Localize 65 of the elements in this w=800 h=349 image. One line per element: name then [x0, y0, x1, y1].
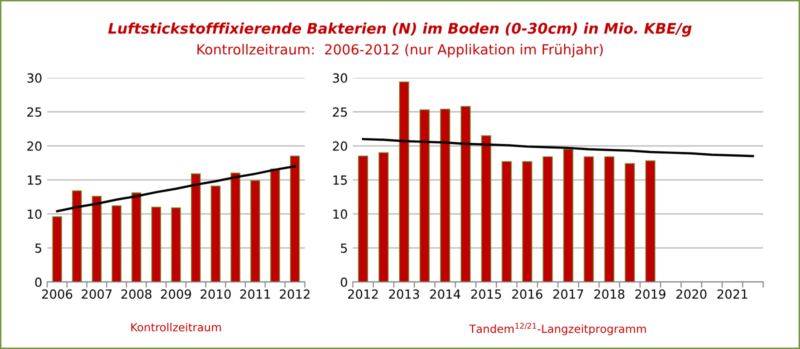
x-tick-label: 2006	[42, 289, 72, 299]
bar	[72, 190, 82, 282]
bar	[563, 148, 574, 282]
x-tick-label: 2012	[280, 289, 310, 299]
x-axis-title: Tandem$^{12/21}$-Langzeitprogramm	[469, 322, 646, 336]
bar	[460, 106, 471, 282]
y-tick-label: 30	[332, 73, 348, 83]
bar	[481, 135, 492, 282]
y-tick-label: 20	[27, 141, 42, 151]
x-tick-label: 2007	[82, 289, 112, 299]
x-axis-title: Kontrollzeitraum	[131, 322, 221, 332]
x-tick-label: 2013	[389, 289, 420, 299]
text: Kontrollzeitraum: 2006-2012 (nur Applikation im Frühjahr)	[197, 44, 603, 58]
x-tick-label: 2012	[348, 289, 378, 299]
bar	[270, 168, 280, 282]
bar	[190, 173, 201, 282]
y-tick-label: 15	[28, 176, 42, 185]
bar	[440, 108, 450, 282]
bar	[522, 161, 532, 282]
bar	[378, 152, 389, 282]
x-tick-label: 2021	[717, 289, 748, 299]
bar	[52, 216, 62, 282]
text: Luftstickstofffixierende Bakterien (N) im Boden (0-30cm) in Mio. KBE/g	[108, 22, 692, 37]
bar	[92, 196, 102, 282]
bar	[210, 186, 221, 282]
y-tick-label: 15	[333, 176, 347, 185]
y-tick-label: 30	[27, 73, 42, 83]
bar	[131, 192, 142, 282]
bar	[645, 160, 656, 282]
x-tick-label: 2020	[676, 289, 706, 299]
x-tick-label: 2009	[161, 289, 192, 299]
bar	[112, 205, 122, 282]
y-tick-label: 25	[332, 107, 347, 117]
bar	[584, 156, 594, 282]
bar	[151, 206, 162, 282]
bar	[250, 180, 260, 282]
y-tick-label: 0	[35, 277, 42, 287]
x-tick-label: 2018	[594, 289, 624, 299]
y-tick-label: 0	[340, 277, 348, 287]
bar	[171, 207, 181, 282]
x-tick-label: 2019	[635, 289, 666, 299]
x-tick-label: 2008	[121, 289, 152, 299]
bar	[399, 81, 410, 282]
bar	[502, 161, 512, 282]
bar	[604, 156, 614, 282]
line-series	[56, 165, 296, 212]
bar	[420, 109, 430, 282]
y-tick-label: 10	[28, 209, 42, 219]
x-tick-label: 2011	[240, 289, 270, 299]
y-tick-label: 20	[332, 141, 348, 151]
x-tick-label: 2010	[200, 289, 231, 299]
bar	[230, 172, 240, 282]
x-tick-label: 2016	[512, 289, 542, 299]
bar	[290, 156, 300, 282]
bar	[542, 156, 553, 282]
y-tick-label: 5	[35, 244, 42, 253]
y-tick-label: 10	[333, 209, 348, 219]
x-tick-label: 2014	[430, 289, 460, 299]
bar	[358, 156, 368, 282]
y-tick-label: 25	[27, 107, 42, 117]
y-tick-label: 5	[340, 244, 347, 253]
line-series	[362, 138, 754, 158]
x-tick-label: 2017	[553, 289, 584, 299]
bar	[624, 163, 635, 282]
x-tick-label: 2015	[471, 289, 501, 299]
